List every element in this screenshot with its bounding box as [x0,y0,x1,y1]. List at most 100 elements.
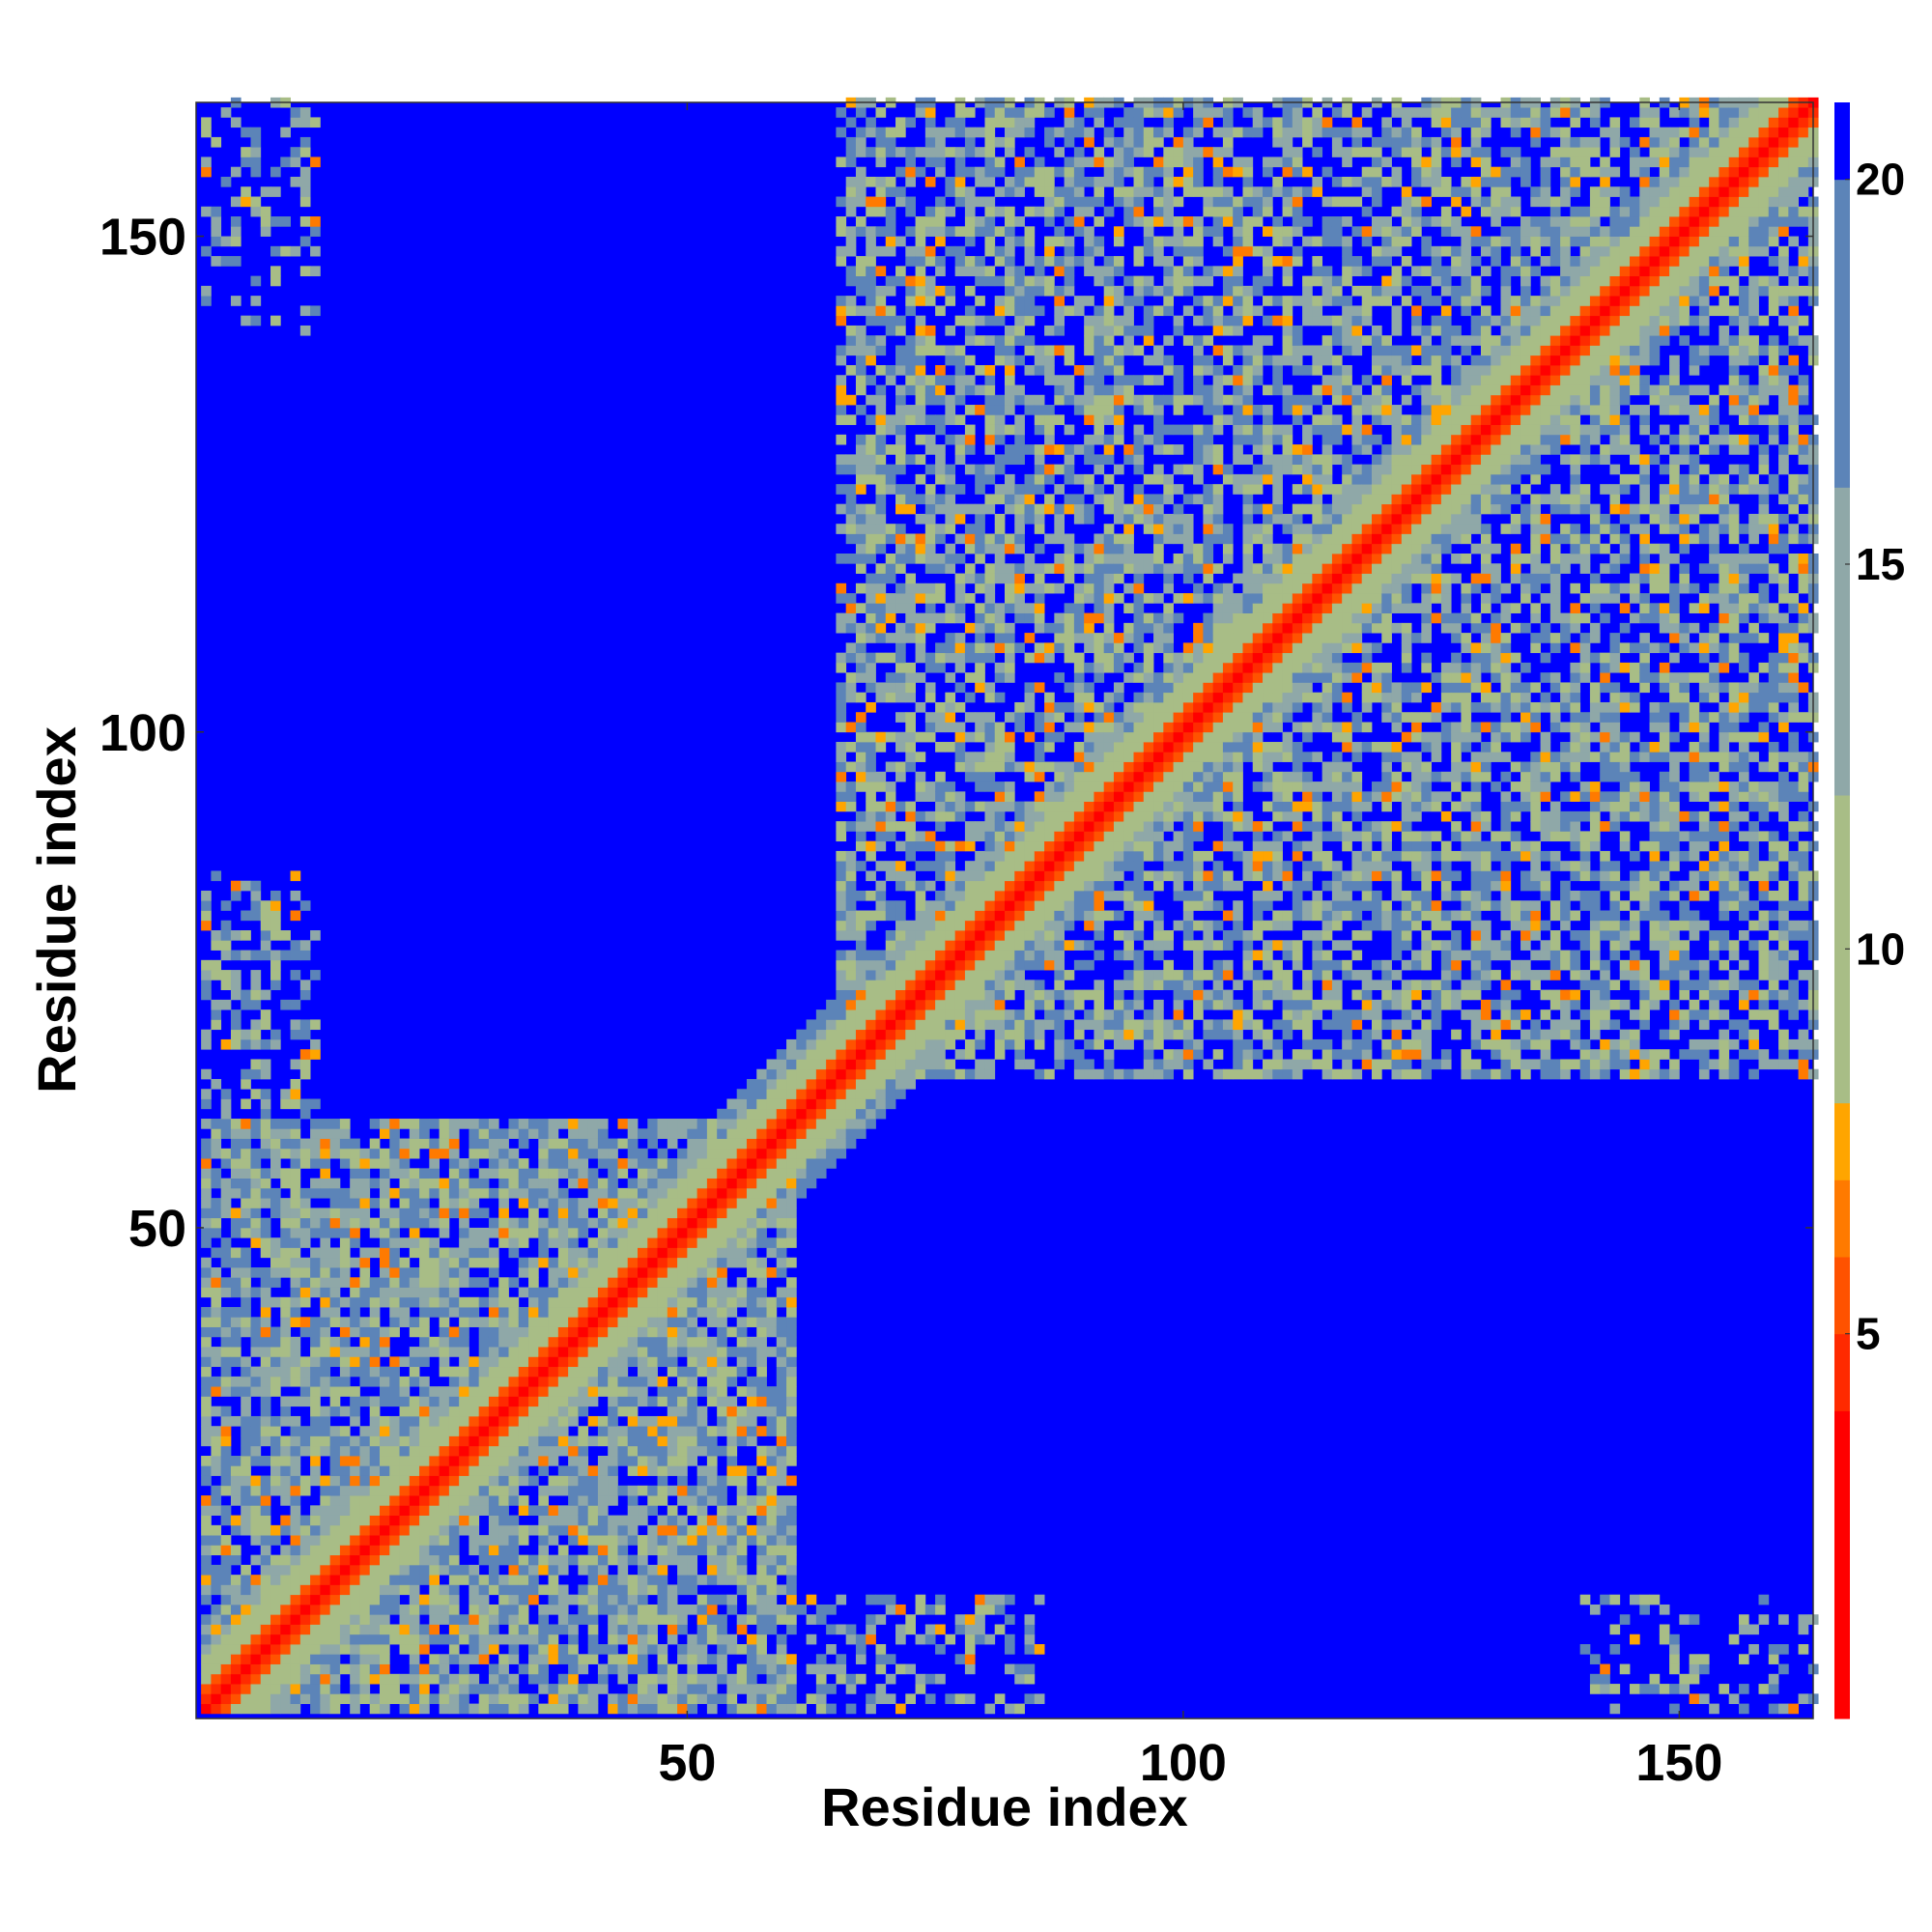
heatmap-cell [994,554,1006,564]
heatmap-cell [350,1624,360,1635]
heatmap-cell [350,1584,360,1596]
heatmap-cell [687,1703,698,1715]
heatmap-cell [280,1693,291,1704]
heatmap-cell [508,1634,520,1645]
heatmap-cell [270,1347,281,1357]
heatmap-cell [270,1158,281,1169]
heatmap-cell [915,791,926,802]
heatmap-cell [657,1535,668,1546]
heatmap-cell [1014,959,1025,971]
heatmap-cell [984,494,996,505]
heatmap-cell [875,880,887,892]
heatmap-cell [518,1168,529,1179]
heatmap-cell [290,176,301,187]
heatmap-cell [836,156,847,168]
heatmap-cell [320,1158,331,1169]
heatmap-cell [845,503,857,515]
heatmap-cell [627,1267,639,1278]
heatmap-cell [448,1296,460,1308]
heatmap-cell [578,1684,589,1694]
heatmap-cell [994,920,1006,931]
heatmap-cell [241,1227,251,1238]
heatmap-cell [717,1307,727,1318]
heatmap-cell [290,1554,301,1566]
heatmap-cell [905,622,916,634]
heatmap-cell [935,662,946,673]
heatmap-cell [399,1208,411,1219]
heatmap-cell [746,1584,757,1596]
heatmap-cell [597,1535,609,1546]
heatmap-cell [1024,315,1036,327]
heatmap-cell [717,1624,727,1635]
heatmap-cell [875,1049,887,1060]
heatmap-cell [1024,256,1036,267]
heatmap-cell [717,1247,727,1259]
heatmap-cell [1014,315,1025,327]
heatmap-cell [557,1257,569,1268]
heatmap-cell [717,1178,727,1189]
heatmap-cell [448,1257,460,1268]
heatmap-cell [518,1554,529,1566]
heatmap-cell [667,1336,678,1348]
heatmap-cell [608,1575,618,1585]
heatmap-cell [866,127,876,138]
heatmap-cell [230,980,242,991]
heatmap-cell [260,1217,271,1229]
heatmap-cell [359,1168,371,1179]
heatmap-cell [568,1693,579,1704]
heatmap-cell [736,1247,748,1259]
heatmap-cell [1005,285,1015,297]
heatmap-cell [578,1475,589,1487]
heatmap-cell [687,1406,698,1417]
heatmap-cell [469,1386,480,1397]
heatmap-cell [677,1217,688,1229]
heatmap-cell [638,1535,648,1546]
heatmap-cell [557,1336,569,1348]
heatmap-cell [866,375,876,385]
heatmap-cell [667,1267,678,1278]
heatmap-cell [260,1684,271,1694]
heatmap-cell [984,622,996,634]
heatmap-cell [419,1545,430,1556]
heatmap-cell [627,1415,639,1427]
heatmap-cell [855,582,867,594]
heatmap-cell [638,1644,648,1655]
heatmap-cell [885,781,896,792]
heatmap-cell [736,1257,748,1268]
heatmap-cell [687,1644,698,1655]
heatmap-cell [280,1227,291,1238]
heatmap-cell [220,1456,232,1466]
heatmap-cell [1014,117,1025,128]
heatmap-cell [1005,355,1015,366]
heatmap-cell [518,1119,529,1129]
heatmap-cell [855,384,867,396]
heatmap-cell [518,1495,529,1506]
heatmap-cell [935,642,946,654]
heatmap-cell [875,781,887,792]
heatmap-cell [915,226,926,237]
heatmap-cell [488,1684,499,1694]
heatmap-cell [270,1634,281,1645]
heatmap-cell [984,980,996,991]
heatmap-cell [866,1089,876,1099]
heatmap-cell [1014,127,1025,138]
heatmap-cell [954,970,966,980]
heatmap-cell [726,1247,738,1259]
heatmap-cell [975,652,985,664]
heatmap-cell [201,1693,212,1704]
heatmap-cell [459,1168,469,1179]
heatmap-cell [518,1317,529,1327]
heatmap-cell [299,1148,311,1159]
heatmap-cell [954,761,966,773]
heatmap-cell [260,1178,271,1189]
heatmap-cell [984,107,996,118]
heatmap-cell [548,1227,559,1238]
heatmap-cell [359,1148,371,1159]
heatmap-cell [954,980,966,991]
heatmap-cell [1034,980,1045,991]
heatmap-cell [994,999,1006,1010]
heatmap-cell [498,1475,509,1487]
heatmap-cell [379,1693,390,1704]
heatmap-cell [638,1178,648,1189]
heatmap-cell [429,1475,440,1487]
